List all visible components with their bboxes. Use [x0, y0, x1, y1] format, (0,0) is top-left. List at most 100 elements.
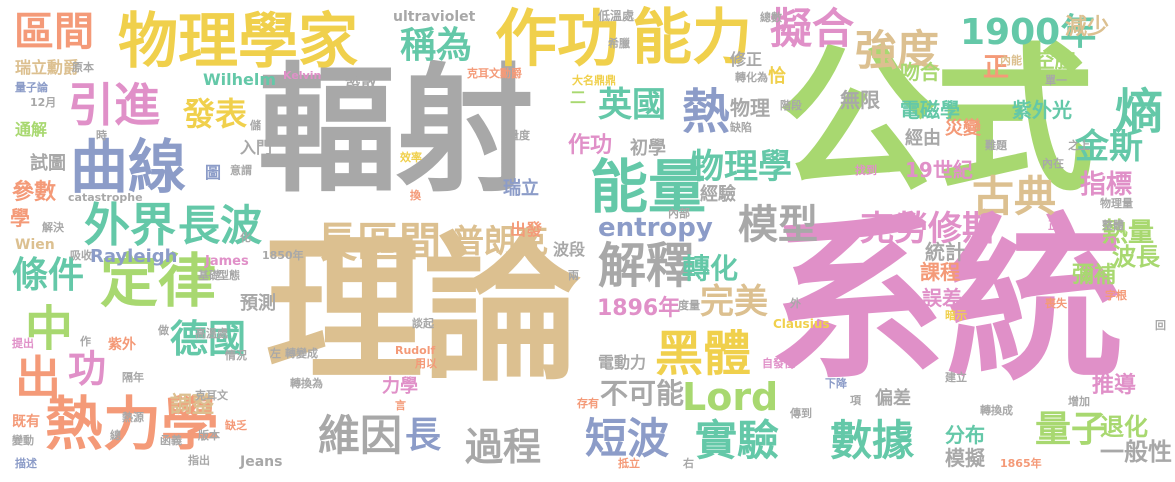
word: 經由 [905, 128, 941, 149]
word: 推導 [1092, 373, 1137, 398]
word: 外 [790, 297, 801, 310]
word: 低溫處 [598, 9, 635, 23]
word: Lord [682, 375, 779, 419]
word: 談起 [412, 317, 434, 330]
word: 減少 [1065, 15, 1110, 40]
word: 出發 [510, 220, 543, 239]
word: 條件 [12, 255, 85, 296]
word: 整體 [1102, 219, 1124, 232]
word: 熵 [1115, 84, 1164, 140]
word: 意謂 [230, 164, 252, 177]
word: 基礎 [198, 269, 220, 282]
word: 正 [983, 53, 1010, 83]
word: 普朗克 [452, 222, 549, 260]
word: 模擬 [945, 446, 985, 470]
word: 調整 [170, 393, 215, 418]
word: Wien [15, 237, 55, 253]
word: 字根 [1105, 289, 1127, 302]
word: 外界 [84, 198, 176, 252]
word: 解釋 [598, 238, 695, 294]
word: 長波 [178, 201, 263, 250]
word: 高溫處 [195, 327, 228, 340]
word: 課程 [920, 260, 960, 284]
word: 1896年 [597, 296, 681, 321]
word: 區間 [14, 9, 94, 55]
word: 彌補 [1072, 263, 1117, 288]
word: 暗示 [945, 309, 967, 322]
word: 克耳文勳爵 [467, 67, 522, 80]
word: 熱源 [122, 411, 144, 424]
word: Rudolf [395, 344, 436, 357]
word: 效率 [400, 151, 422, 164]
word: Jeans [240, 454, 283, 470]
word: 缺陷 [730, 121, 752, 134]
word: 圖 [205, 163, 222, 182]
word: 短波 [585, 414, 670, 463]
word: 瑞立 [503, 178, 539, 199]
word: 轉換為 [290, 377, 323, 390]
word: 通解 [15, 120, 48, 139]
word: 找到 [855, 164, 877, 177]
word: 量子論 [15, 81, 48, 94]
word: 作功 [568, 133, 613, 158]
word: 稱為 [400, 25, 473, 66]
word: 之上 [1068, 139, 1090, 152]
word: 參數 [12, 180, 57, 205]
word: 言 [395, 399, 406, 412]
word: 偏差 [875, 388, 911, 409]
word: 變動 [12, 434, 34, 447]
word: 紫外 [108, 337, 136, 353]
word: 轉變成 [285, 347, 318, 360]
word: 修正 [730, 50, 763, 69]
word: 無限 [840, 88, 880, 112]
word: 度量 [678, 299, 700, 312]
word: 抵立 [618, 457, 640, 470]
word: 入門 [240, 138, 273, 157]
word: 換 [410, 189, 421, 202]
word: 發表 [183, 95, 248, 133]
word: 初學 [630, 138, 666, 159]
word: 功 [68, 347, 107, 391]
word: 預測 [240, 293, 276, 314]
word: 德國 [170, 317, 247, 361]
word: 金斯 [1075, 127, 1143, 167]
word: ultraviolet [393, 9, 476, 25]
word: 左 [270, 347, 281, 360]
word: 解決 [42, 221, 64, 234]
word: 大名鼎鼎 [572, 74, 616, 87]
word: 指標 [1080, 170, 1133, 200]
word: 項 [850, 394, 861, 407]
word: 兩 [568, 269, 579, 282]
word: 分布 [945, 423, 985, 447]
word: 中 [25, 301, 74, 357]
word: 回 [1155, 319, 1166, 332]
word: 災變 [945, 118, 981, 139]
word: Rayleigh [90, 246, 178, 267]
word: 喪失 [1045, 297, 1067, 310]
word: 物理 [730, 96, 770, 120]
word: 19世紀 [905, 158, 973, 182]
word: 試圖 [30, 153, 66, 174]
word: 空腔 [1035, 48, 1075, 72]
word: 熱力學 [45, 390, 220, 458]
word: 12月 [30, 96, 57, 109]
word: entropy [598, 213, 713, 243]
word: 熱 [682, 84, 731, 140]
word: 定律 [100, 247, 217, 315]
word: 強度 [855, 26, 940, 75]
word: 作 [80, 335, 91, 348]
word: 完美 [700, 282, 768, 322]
word: 原本 [72, 61, 94, 74]
word: 克勞修斯 [860, 209, 996, 249]
word: 隔年 [122, 371, 144, 384]
word: 轉換成 [980, 404, 1013, 417]
word: 一般性 [1100, 438, 1172, 466]
word: 總 [110, 429, 121, 442]
word: 模型 [738, 202, 818, 248]
word: 學 [10, 206, 30, 230]
word: 黑體 [655, 326, 752, 382]
word: 能量 [590, 153, 707, 221]
word: 實驗 [695, 416, 780, 465]
word: 總數 [760, 11, 782, 24]
